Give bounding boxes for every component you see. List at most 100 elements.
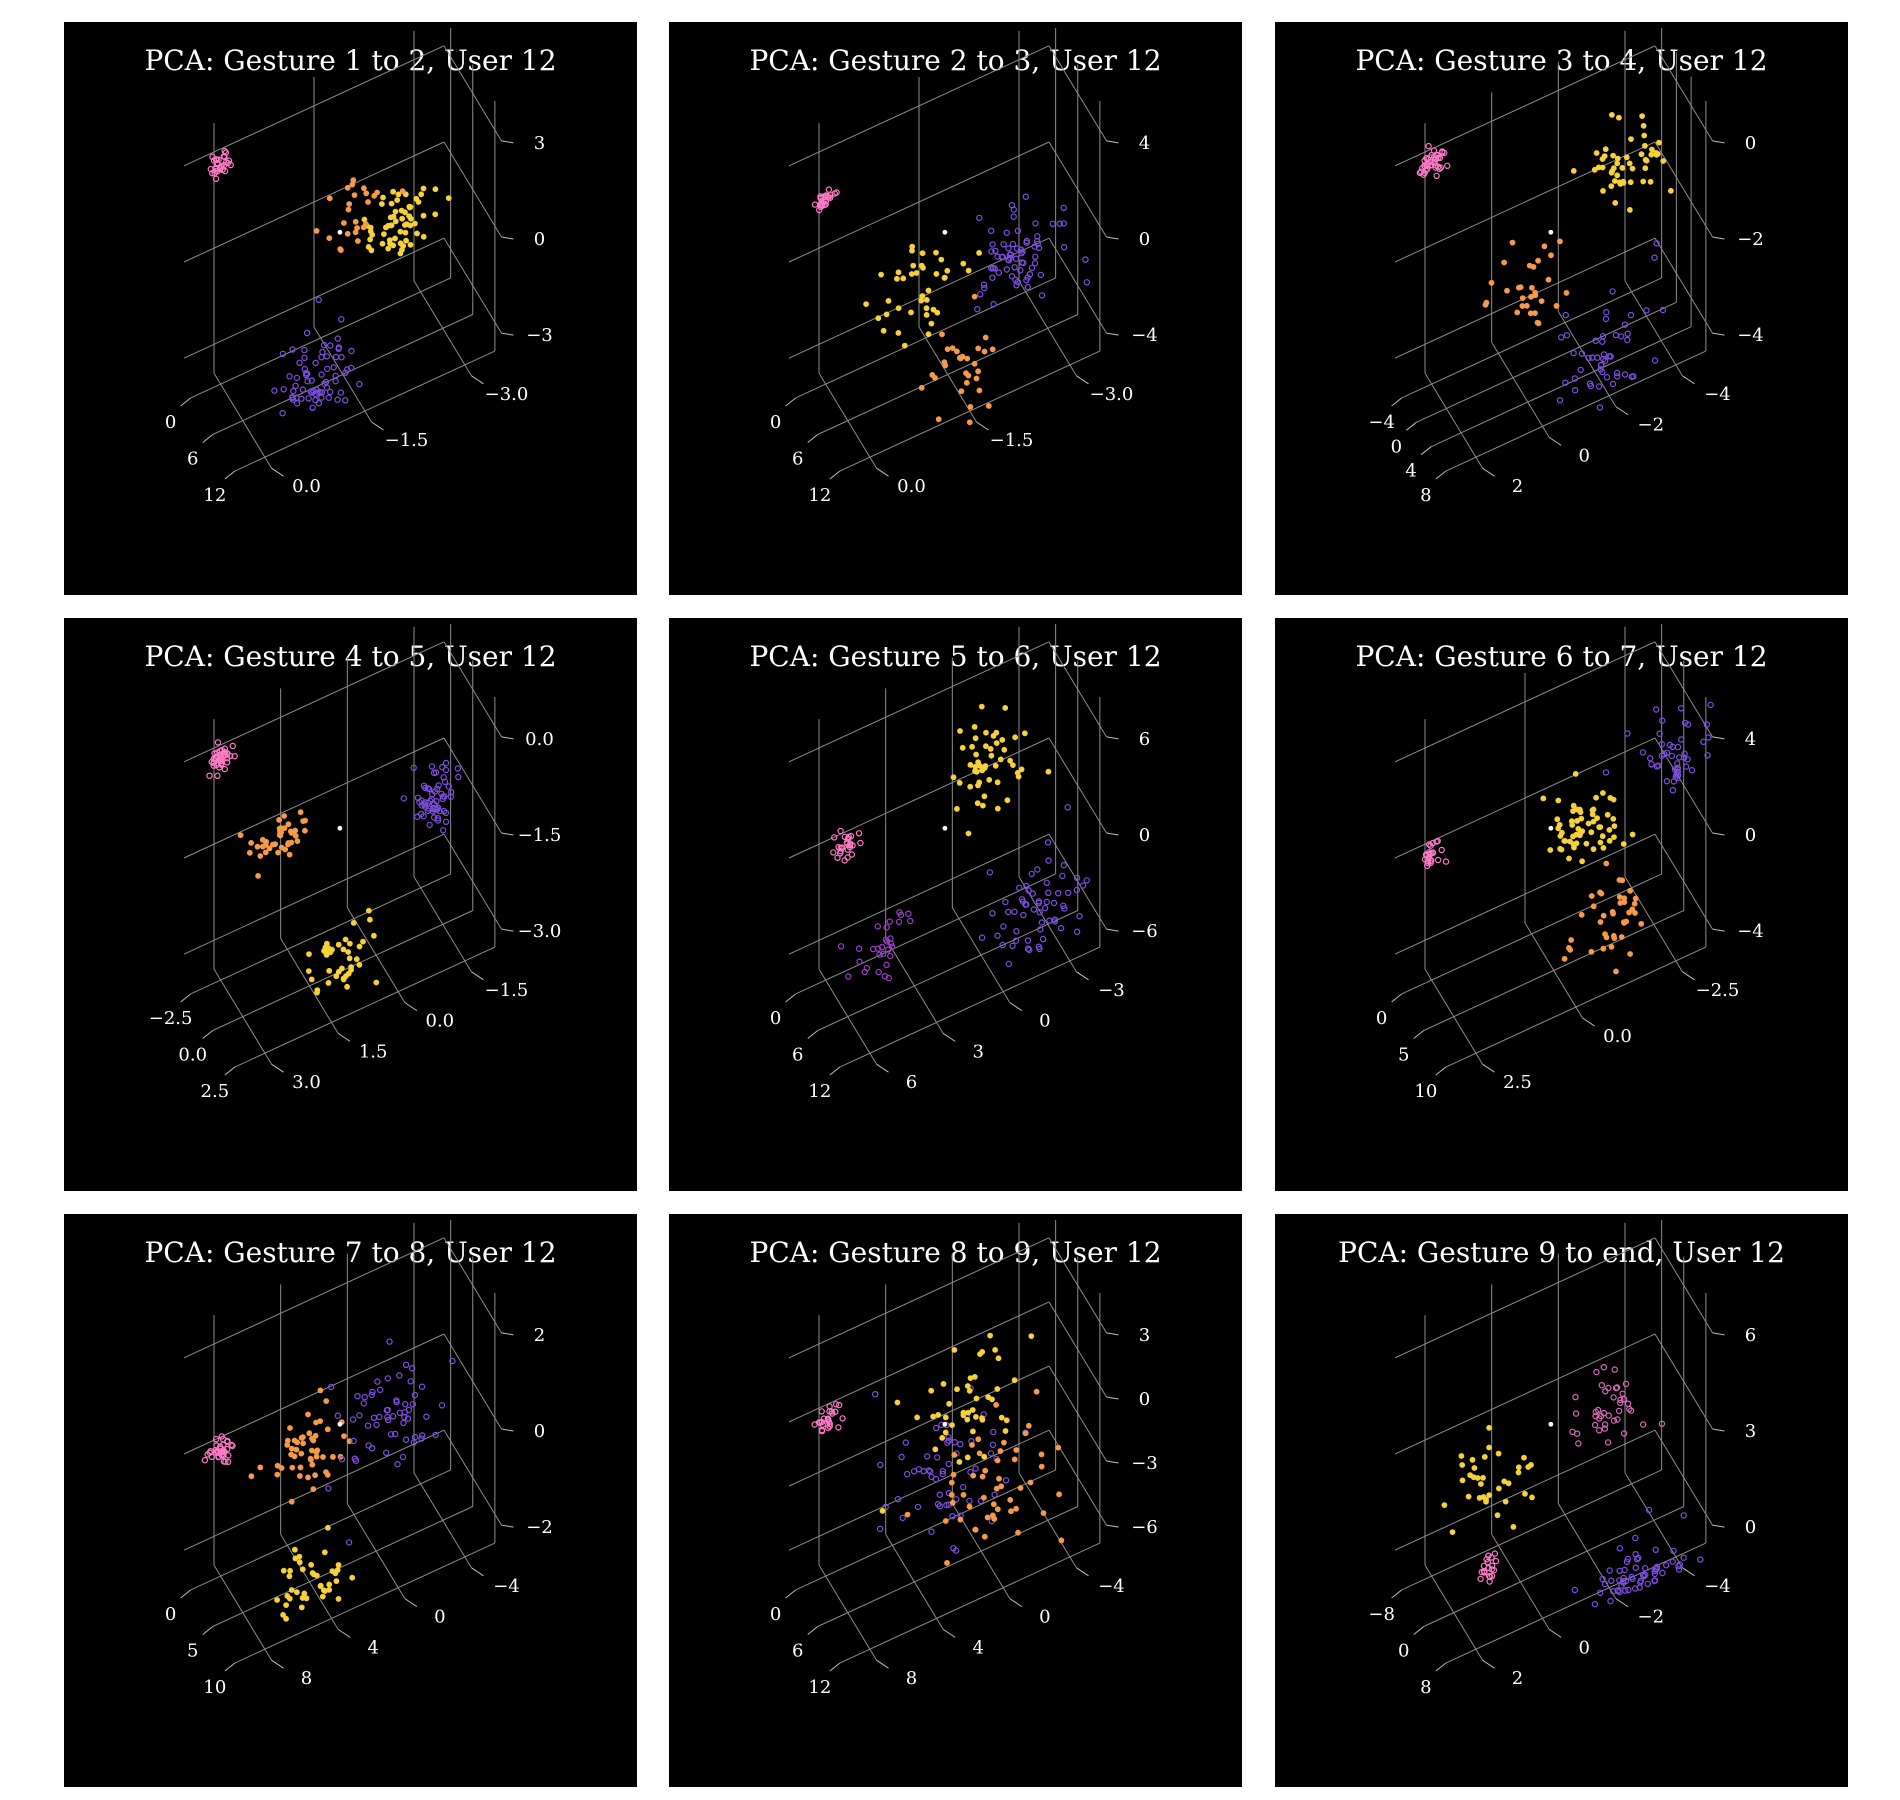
scatter-point (1586, 380, 1594, 387)
scatter-point (1477, 1575, 1484, 1583)
x-tick-mark (1406, 421, 1417, 431)
z-tick-mark (1712, 332, 1725, 336)
scatter-points (201, 1338, 456, 1622)
floor-gridline (1624, 280, 1683, 377)
scatter-point (1622, 1380, 1630, 1388)
wall-gridline (443, 1237, 502, 1334)
wall-gridline (443, 1333, 502, 1430)
scatter-point (989, 274, 996, 281)
y-tick-label: 8 (906, 1668, 917, 1689)
scatter-point (1056, 1491, 1062, 1498)
scatter-point (303, 329, 311, 337)
scatter-point (1620, 919, 1627, 925)
wall-gridline (443, 833, 502, 930)
z-tick-mark (1712, 736, 1725, 740)
z-tick-label: 0 (534, 1421, 545, 1442)
scatter-point (323, 951, 330, 958)
scatter-point (1034, 240, 1041, 248)
wall-gridline (1048, 237, 1107, 334)
x-tick-label: 0 (770, 1008, 781, 1029)
scatter-point (977, 1497, 984, 1505)
scatter-point (1033, 1388, 1040, 1395)
z-tick-mark (501, 736, 514, 740)
scatter-point (994, 253, 1001, 260)
x-tick-label: 6 (792, 449, 803, 470)
scatter-point (1601, 153, 1608, 159)
scatter-point (420, 782, 428, 789)
scatter-point (439, 795, 446, 803)
scatter-point (326, 388, 334, 396)
floor-gridline (213, 968, 272, 1065)
scatter-point (839, 1415, 846, 1422)
scatter-point (939, 1470, 946, 1478)
scatter-point (1567, 838, 1573, 845)
scatter-point (1568, 937, 1574, 943)
scatter-point (305, 1411, 311, 1418)
scatter-point (292, 382, 299, 390)
scatter-point (392, 1430, 399, 1438)
scatter-point (1561, 838, 1568, 844)
scatter-point (908, 271, 915, 277)
chart-title: PCA: Gesture 4 to 5, User 12 (144, 640, 557, 673)
chart-title: PCA: Gesture 7 to 8, User 12 (144, 1236, 557, 1269)
scatter-point (876, 951, 883, 958)
scatter-point (966, 1503, 973, 1510)
scatter-point (334, 396, 341, 403)
scatter-point (395, 191, 402, 198)
scatter-point (1428, 850, 1435, 857)
scatter-point (1058, 1537, 1065, 1544)
scatter-point (918, 384, 925, 391)
chart-panel-1: PCA: Gesture 1 to 2, User 12 0 6 12 0.0 −1.5… (64, 22, 637, 595)
x-tick-mark (785, 993, 796, 1003)
scatter-point (976, 249, 982, 256)
scatter-point (308, 976, 315, 983)
floor-gridline (1423, 1506, 1684, 1627)
scatter-point (1519, 295, 1526, 301)
scatter-point (1038, 919, 1046, 926)
scatter-point (969, 1442, 975, 1448)
y-tick-mark (1548, 1628, 1562, 1638)
scatter-point (1441, 1502, 1448, 1508)
scatter-point (1510, 1523, 1517, 1530)
scatter-point (1669, 1558, 1676, 1565)
scatter-point (386, 1338, 393, 1345)
scatter-point (392, 208, 399, 215)
z-tick-label: 6 (1139, 729, 1150, 750)
scatter-point (1647, 755, 1654, 762)
scatter-point (1424, 858, 1432, 865)
scatter-point (949, 1499, 956, 1506)
scatter-point (1697, 1556, 1704, 1563)
wall-gridline (1654, 45, 1713, 142)
scatter-point (365, 199, 371, 205)
scatter-point (299, 1434, 306, 1441)
scatter-point (1495, 1450, 1502, 1457)
scatter-point (1012, 937, 1020, 944)
scatter-point (1608, 183, 1615, 189)
scatter-point (971, 360, 978, 367)
scatter-point (972, 768, 978, 775)
y-tick-mark (1615, 406, 1629, 416)
y-tick-label: 8 (301, 1668, 312, 1689)
y-tick-label: 0 (434, 1607, 445, 1628)
scatter-point (986, 869, 994, 876)
floor-gridline (795, 1469, 1056, 1591)
x-tick-mark (829, 1066, 841, 1076)
scatter-point (1610, 1417, 1618, 1424)
scatter-point (963, 370, 969, 377)
scatter-point (1000, 241, 1007, 248)
scatter-point (1459, 1477, 1466, 1484)
y-tick-label: −4 (1704, 384, 1731, 405)
scatter-point (1651, 357, 1659, 364)
scatter-points (830, 703, 1090, 982)
floor-gridline (413, 876, 472, 973)
z-tick-mark (1106, 736, 1119, 740)
scatter-point (318, 354, 325, 361)
scatter-point (984, 1514, 991, 1521)
scatter-point (1611, 935, 1618, 942)
x-tick-mark (224, 1066, 236, 1076)
scatter-point (940, 1380, 947, 1387)
scatter-point (1045, 857, 1052, 864)
